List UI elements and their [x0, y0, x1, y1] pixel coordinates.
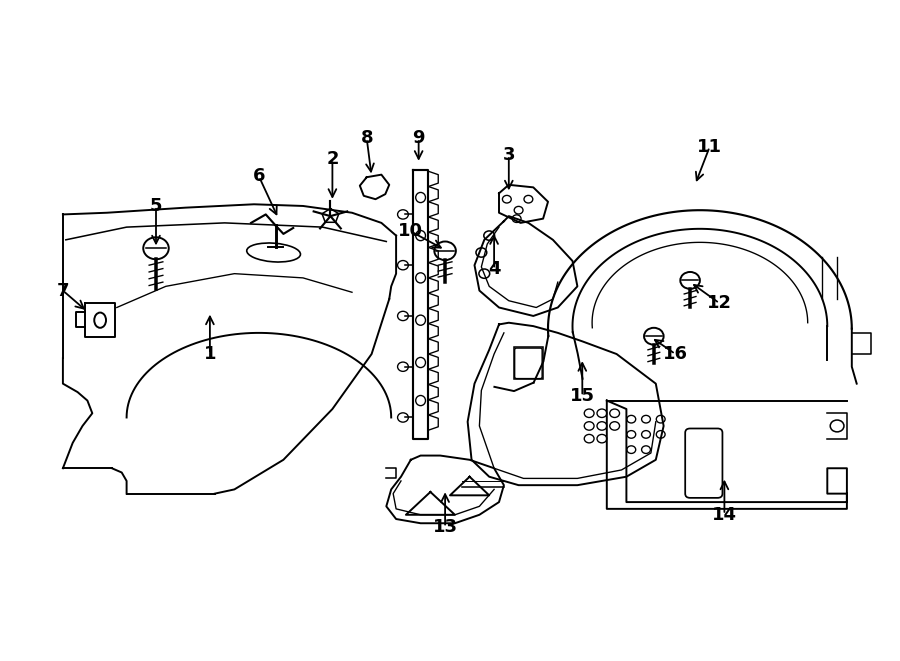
Text: 1: 1	[203, 345, 216, 363]
Text: 3: 3	[502, 146, 515, 164]
Text: 12: 12	[707, 294, 732, 312]
Text: 4: 4	[488, 260, 500, 278]
Bar	[514, 347, 543, 379]
Text: 16: 16	[663, 345, 688, 363]
Text: 15: 15	[570, 387, 595, 405]
Text: 7: 7	[57, 282, 69, 299]
Text: 2: 2	[326, 151, 338, 169]
Text: 11: 11	[698, 137, 722, 156]
Text: 10: 10	[399, 222, 423, 241]
Text: 13: 13	[433, 518, 457, 537]
Text: 8: 8	[360, 130, 373, 147]
Text: 14: 14	[712, 506, 737, 524]
Text: 9: 9	[412, 130, 425, 147]
Text: 6: 6	[253, 167, 266, 185]
Text: 5: 5	[149, 197, 162, 215]
